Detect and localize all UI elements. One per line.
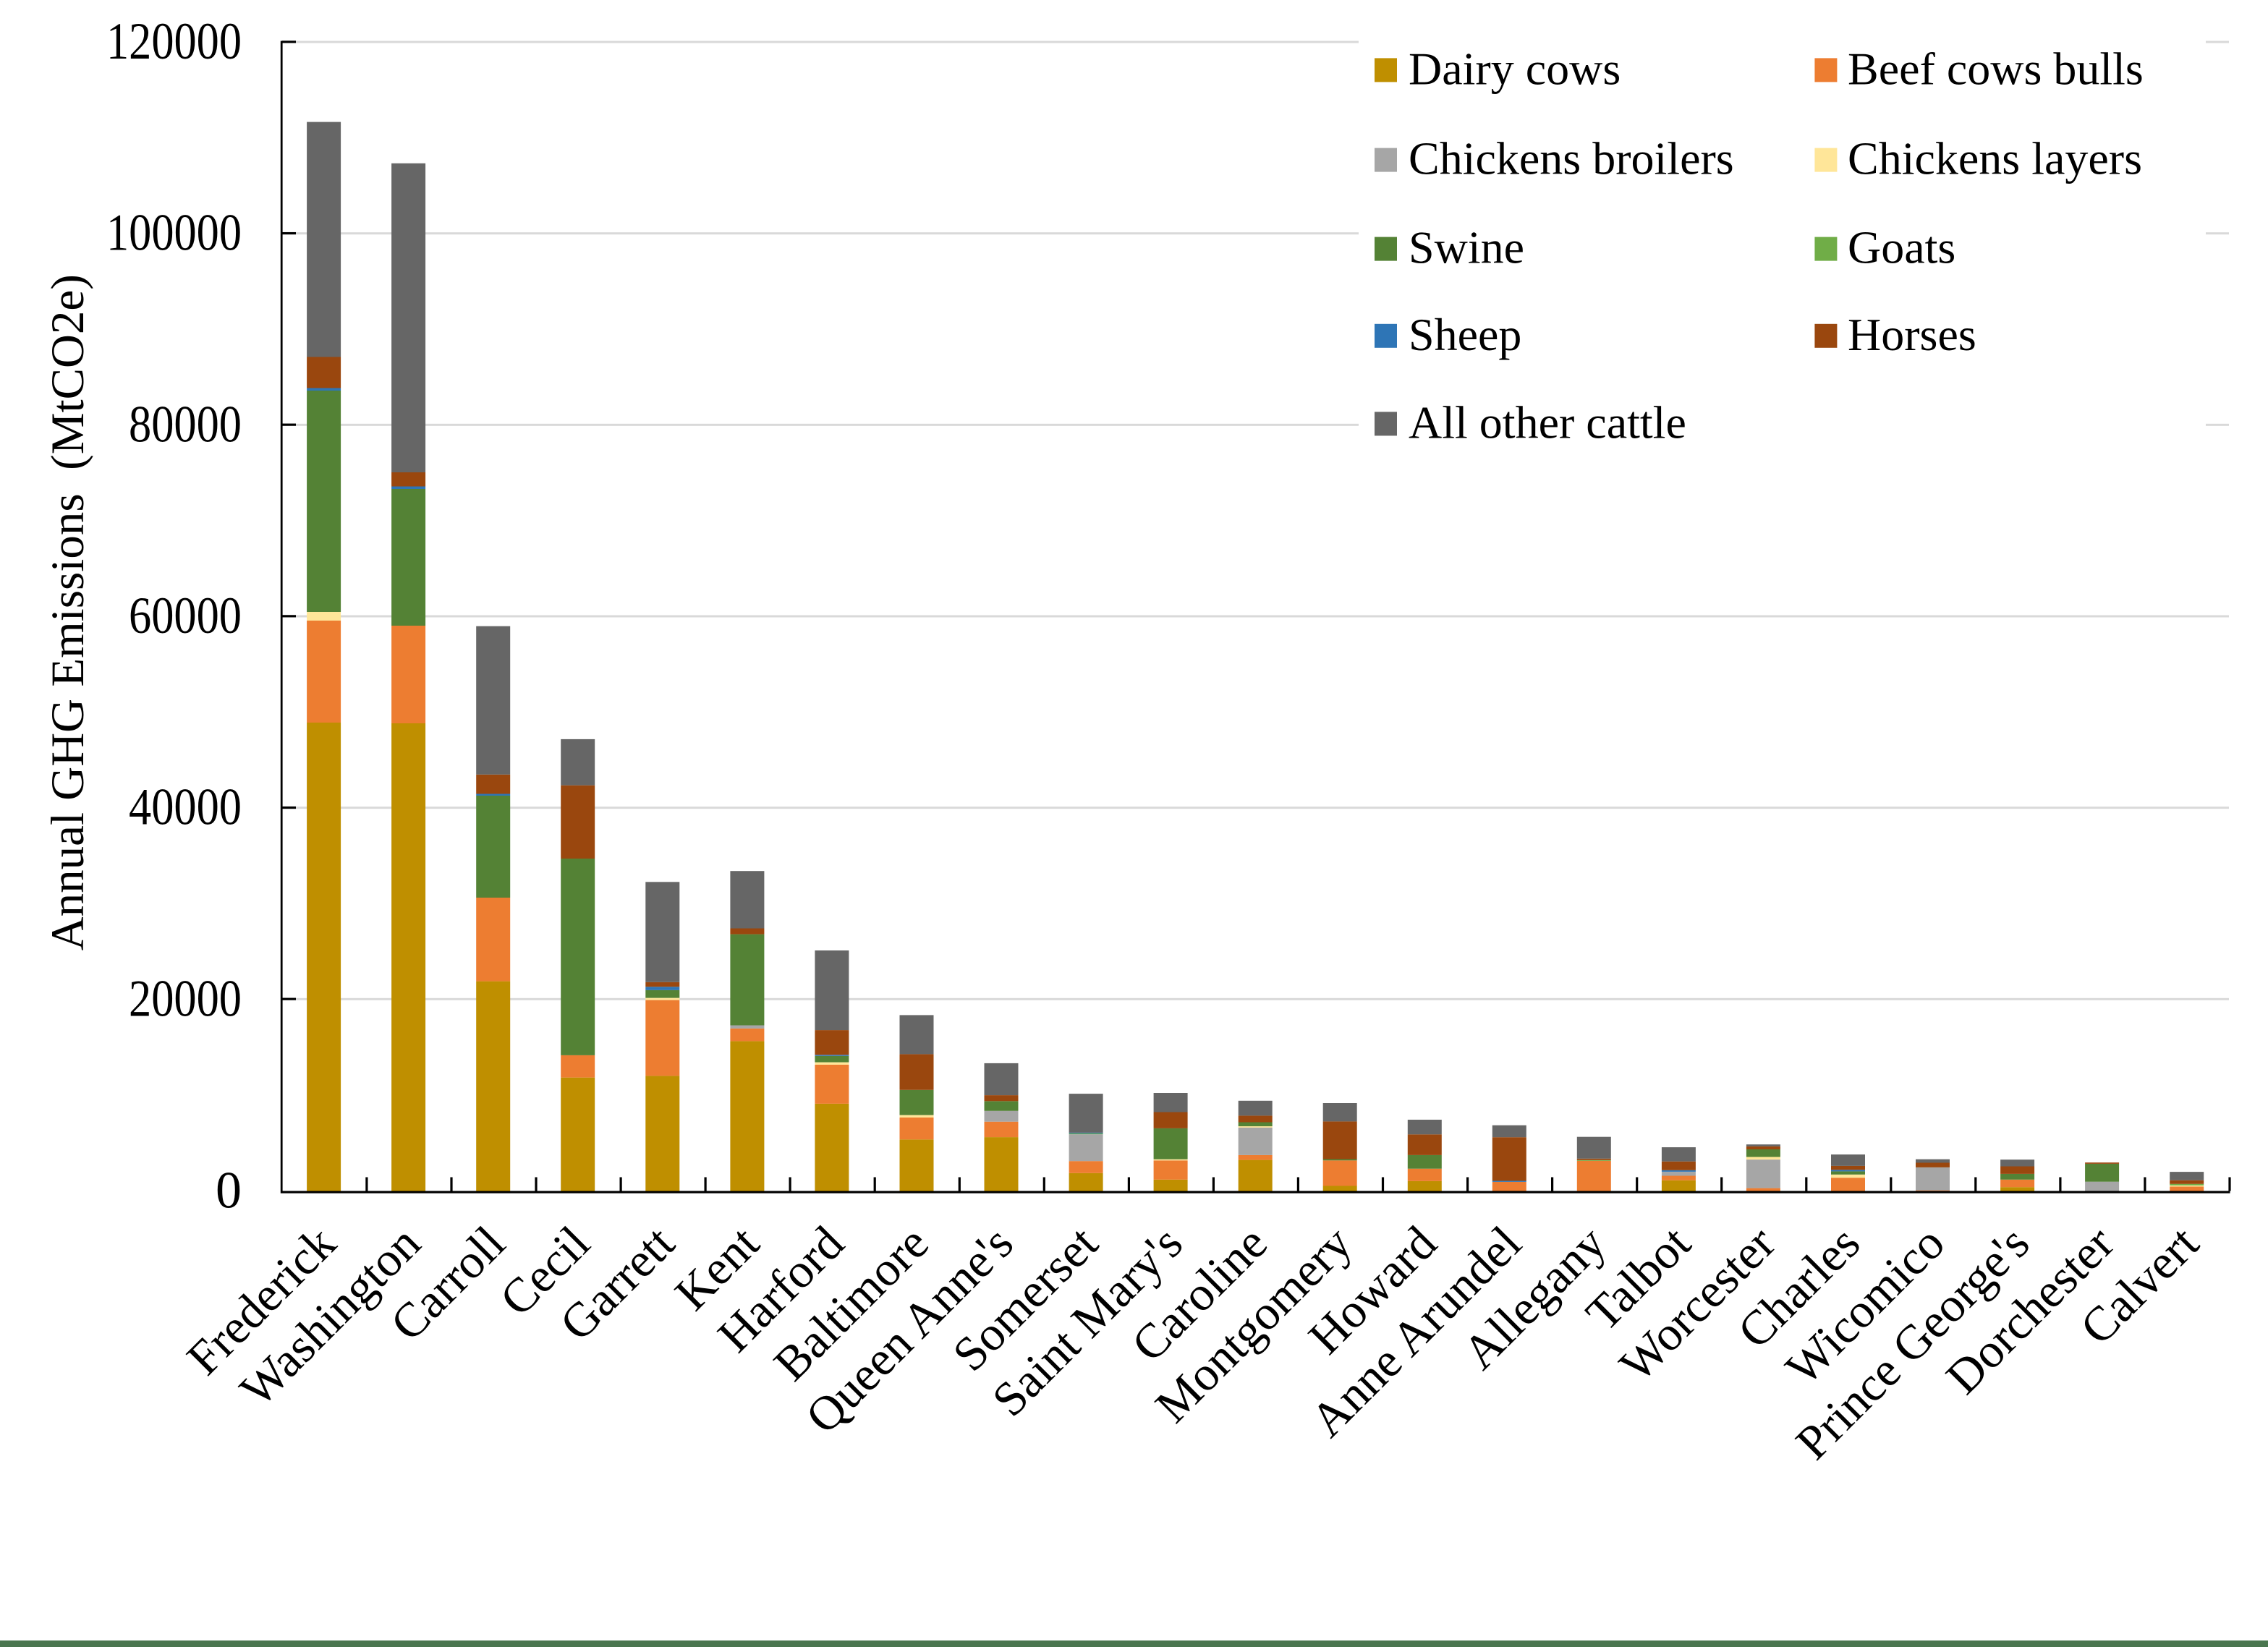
svg-text:Dairy cows: Dairy cows <box>1409 43 1621 94</box>
svg-text:Annual GHG Emissions (MtCO2e): Annual GHG Emissions (MtCO2e) <box>42 274 94 950</box>
svg-text:Swine: Swine <box>1409 222 1524 273</box>
svg-text:Chickens layers: Chickens layers <box>1848 133 2142 184</box>
svg-text:Horses: Horses <box>1848 309 1976 360</box>
svg-text:80000: 80000 <box>129 395 242 453</box>
svg-text:120000: 120000 <box>106 12 242 70</box>
svg-text:100000: 100000 <box>106 204 242 262</box>
svg-text:60000: 60000 <box>129 587 242 644</box>
svg-text:Goats: Goats <box>1848 222 1955 273</box>
svg-text:40000: 40000 <box>129 778 242 836</box>
svg-text:0: 0 <box>216 1162 242 1220</box>
svg-text:20000: 20000 <box>129 969 242 1027</box>
svg-text:All other cattle: All other cattle <box>1409 396 1686 448</box>
svg-text:Sheep: Sheep <box>1409 309 1521 360</box>
svg-text:Chickens broilers: Chickens broilers <box>1409 133 1734 184</box>
svg-text:Beef cows bulls: Beef cows bulls <box>1848 43 2144 94</box>
